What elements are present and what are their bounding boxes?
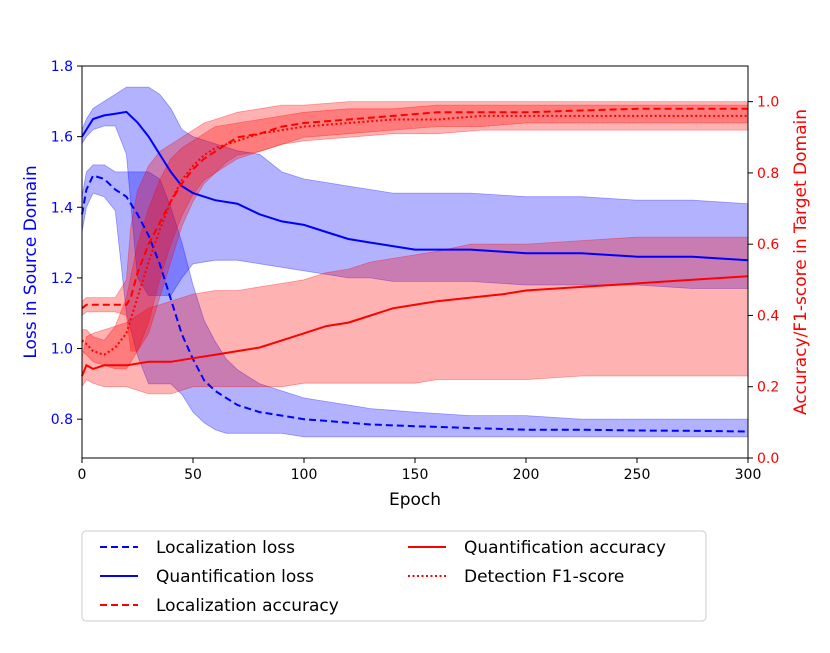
y-right-tick-label: 0.4	[757, 308, 779, 324]
legend-label-localization-accuracy: Localization accuracy	[156, 596, 339, 616]
legend-label-detection-f1-score: Detection F1-score	[464, 567, 624, 587]
legend-label-localization-loss: Localization loss	[156, 538, 295, 558]
x-tick-label: 200	[513, 467, 540, 483]
y-right-tick-label: 0.8	[757, 166, 779, 182]
series-lines	[81, 107, 749, 433]
x-tick-label: 50	[184, 467, 202, 483]
legend-box	[81, 530, 707, 622]
y-left-tick-label: 1.4	[51, 200, 73, 216]
y-left-tick-label: 1.0	[51, 342, 73, 358]
y-left-tick-label: 1.6	[51, 130, 73, 146]
legend-label-quantification-loss: Quantification loss	[156, 567, 314, 587]
detection-f1-score-line	[81, 114, 748, 356]
x-tick-label: 250	[624, 467, 651, 483]
x-tick-label: 100	[291, 467, 318, 483]
confidence-bands	[81, 86, 749, 438]
y-right-tick-label: 0.2	[757, 380, 779, 396]
localization-loss-line	[81, 174, 749, 433]
y-left-tick-label: 1.8	[51, 59, 73, 75]
x-tick-label: 0	[78, 467, 87, 483]
axis-ticks: 0 50 100 150 200 250 300 0.8 1.0 1.2 1.4 1.6 1.8 0.0 0…	[51, 59, 780, 483]
y-left-tick-label: 1.2	[51, 271, 73, 287]
legend: Localization loss Quantification loss Loca…	[81, 530, 707, 622]
x-axis-label: Epoch	[389, 490, 441, 510]
y-axis-right-label: Accuracy/F1-score in Target Domain	[791, 109, 811, 415]
quantification-loss-line	[81, 110, 749, 262]
y-right-tick-label: 0.0	[757, 451, 779, 467]
legend-label-quantification-accuracy: Quantification accuracy	[464, 538, 666, 558]
x-tick-label: 300	[735, 467, 762, 483]
y-axis-left-label: Loss in Source Domain	[21, 165, 41, 358]
x-tick-label: 150	[402, 467, 429, 483]
y-right-tick-label: 0.6	[757, 237, 779, 253]
y-right-tick-label: 1.0	[757, 95, 779, 111]
localization-accuracy-line	[81, 107, 748, 310]
quantification-accuracy-line	[81, 275, 749, 377]
y-left-tick-label: 0.8	[51, 412, 73, 428]
